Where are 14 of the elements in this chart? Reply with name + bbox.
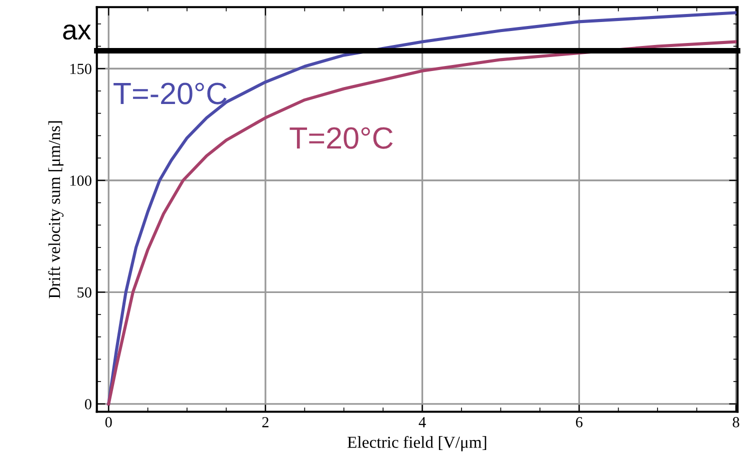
x-tick-label: 4 (418, 417, 426, 428)
x-axis-title: Electric field [V/μm] (348, 436, 486, 452)
x-tick-label: 8 (732, 417, 740, 428)
x-tick-label: 6 (576, 417, 583, 428)
ref-line-label: ax (63, 24, 91, 40)
y-tick-label: 150 (70, 64, 92, 74)
series-label: T=20°C (290, 127, 393, 149)
x-tick-label: 2 (262, 417, 268, 428)
y-tick-label: 50 (78, 287, 92, 298)
y-axis-title: Drift velocity sum [μm/ns] (48, 121, 64, 298)
series-label: T=-20°C (114, 82, 227, 104)
x-tick-label: 0 (105, 417, 112, 428)
y-tick-label: 0 (84, 399, 92, 410)
y-tick-label: 100 (70, 176, 92, 186)
